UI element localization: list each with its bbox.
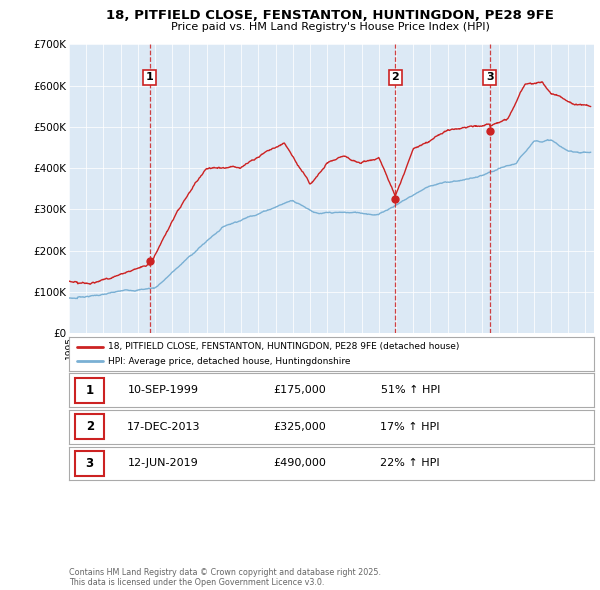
Text: 3: 3 (486, 73, 494, 82)
Text: 10-SEP-1999: 10-SEP-1999 (128, 385, 199, 395)
Text: 2: 2 (86, 420, 94, 434)
Text: 1: 1 (86, 384, 94, 397)
Text: 2: 2 (391, 73, 399, 82)
Text: 17% ↑ HPI: 17% ↑ HPI (380, 422, 440, 432)
Text: 1: 1 (146, 73, 154, 82)
Text: 18, PITFIELD CLOSE, FENSTANTON, HUNTINGDON, PE28 9FE (detached house): 18, PITFIELD CLOSE, FENSTANTON, HUNTINGD… (109, 342, 460, 351)
Text: £175,000: £175,000 (274, 385, 326, 395)
Text: Price paid vs. HM Land Registry's House Price Index (HPI): Price paid vs. HM Land Registry's House … (170, 22, 490, 32)
FancyBboxPatch shape (76, 414, 104, 440)
Text: HPI: Average price, detached house, Huntingdonshire: HPI: Average price, detached house, Hunt… (109, 357, 351, 366)
Text: Contains HM Land Registry data © Crown copyright and database right 2025.
This d: Contains HM Land Registry data © Crown c… (69, 568, 381, 587)
FancyBboxPatch shape (76, 378, 104, 403)
Text: 18, PITFIELD CLOSE, FENSTANTON, HUNTINGDON, PE28 9FE: 18, PITFIELD CLOSE, FENSTANTON, HUNTINGD… (106, 9, 554, 22)
Text: £490,000: £490,000 (274, 458, 326, 468)
Text: 3: 3 (86, 457, 94, 470)
Text: 12-JUN-2019: 12-JUN-2019 (128, 458, 199, 468)
Text: 22% ↑ HPI: 22% ↑ HPI (380, 458, 440, 468)
Text: £325,000: £325,000 (274, 422, 326, 432)
Text: 17-DEC-2013: 17-DEC-2013 (127, 422, 200, 432)
Text: 51% ↑ HPI: 51% ↑ HPI (380, 385, 440, 395)
FancyBboxPatch shape (76, 451, 104, 476)
